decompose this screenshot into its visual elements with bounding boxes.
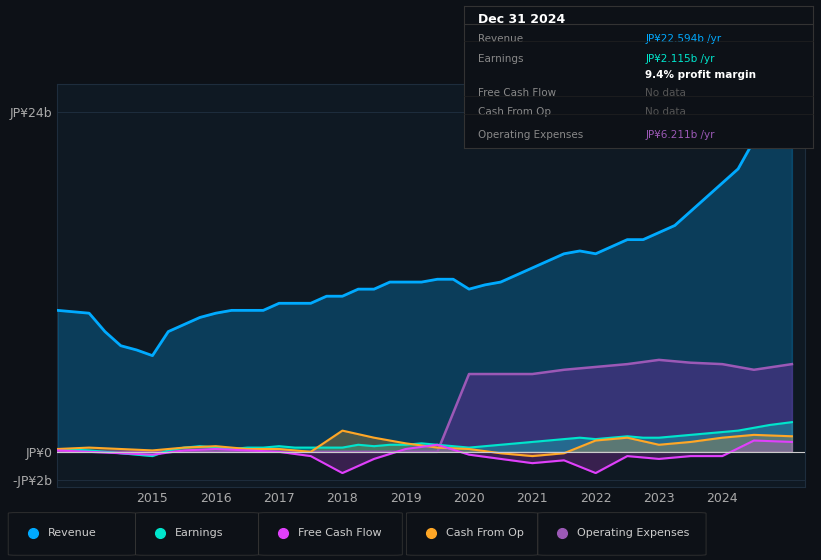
Text: JP¥6.211b /yr: JP¥6.211b /yr bbox=[645, 130, 715, 140]
Text: Free Cash Flow: Free Cash Flow bbox=[478, 88, 556, 99]
Text: Earnings: Earnings bbox=[175, 529, 223, 538]
Text: No data: No data bbox=[645, 107, 686, 117]
Text: 9.4% profit margin: 9.4% profit margin bbox=[645, 70, 756, 80]
Text: Revenue: Revenue bbox=[48, 529, 96, 538]
Text: No data: No data bbox=[645, 88, 686, 99]
Text: Dec 31 2024: Dec 31 2024 bbox=[478, 13, 565, 26]
Text: JP¥2.115b /yr: JP¥2.115b /yr bbox=[645, 54, 715, 64]
Text: Revenue: Revenue bbox=[478, 34, 523, 44]
Text: Operating Expenses: Operating Expenses bbox=[577, 529, 690, 538]
Text: JP¥22.594b /yr: JP¥22.594b /yr bbox=[645, 34, 722, 44]
Text: Operating Expenses: Operating Expenses bbox=[478, 130, 583, 140]
Text: Earnings: Earnings bbox=[478, 54, 523, 64]
Text: Cash From Op: Cash From Op bbox=[478, 107, 551, 117]
Text: Cash From Op: Cash From Op bbox=[446, 529, 524, 538]
Text: Free Cash Flow: Free Cash Flow bbox=[298, 529, 382, 538]
